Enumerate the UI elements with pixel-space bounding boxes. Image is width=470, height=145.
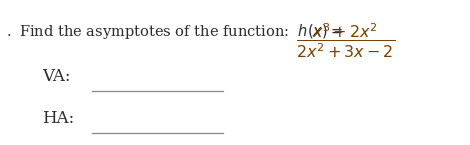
Text: $\dfrac{x^3 + 2x^2}{2x^2 + 3x - 2}$: $\dfrac{x^3 + 2x^2}{2x^2 + 3x - 2}$ [296, 21, 395, 60]
Text: HA:: HA: [42, 110, 75, 127]
Text: .: . [7, 25, 12, 39]
Text: Find the asymptotes of the function:  $h(x) = $: Find the asymptotes of the function: $h(… [19, 22, 343, 41]
Text: VA:: VA: [42, 68, 71, 85]
